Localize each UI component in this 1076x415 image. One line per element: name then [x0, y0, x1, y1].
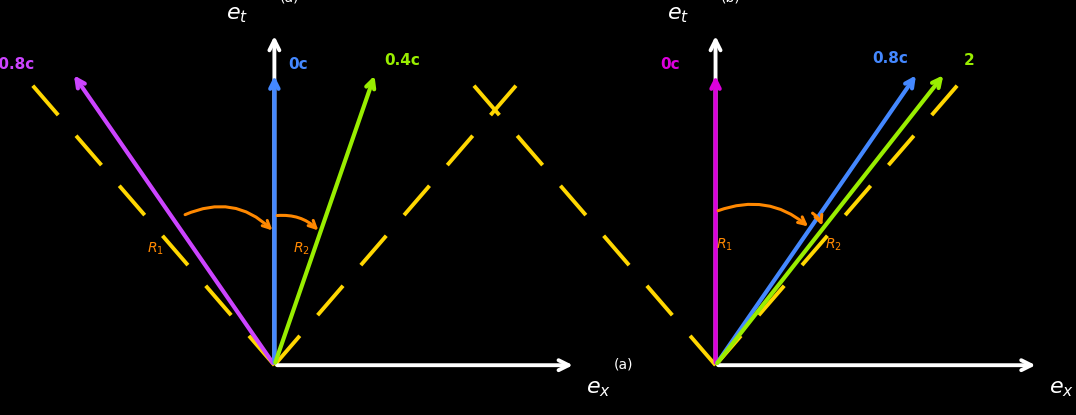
- Text: 0c: 0c: [288, 57, 308, 72]
- Text: $e_x$: $e_x$: [1049, 377, 1074, 399]
- Text: $e_t$: $e_t$: [226, 3, 247, 25]
- Text: (a): (a): [613, 357, 633, 371]
- Text: (a): (a): [280, 0, 299, 4]
- Text: $R_2$: $R_2$: [825, 237, 843, 253]
- Text: (b): (b): [721, 0, 740, 4]
- Text: 0.4c: 0.4c: [384, 53, 421, 68]
- Text: 0.8c: 0.8c: [873, 51, 908, 66]
- Text: 0c: 0c: [661, 57, 680, 72]
- Text: $e_x$: $e_x$: [586, 377, 611, 399]
- Text: -0.8c: -0.8c: [0, 57, 34, 72]
- Text: $R_1$: $R_1$: [147, 241, 165, 257]
- Text: $e_t$: $e_t$: [667, 3, 689, 25]
- Text: $R_1$: $R_1$: [716, 237, 733, 253]
- Text: 2: 2: [963, 53, 974, 68]
- Text: $R_2$: $R_2$: [293, 241, 310, 257]
